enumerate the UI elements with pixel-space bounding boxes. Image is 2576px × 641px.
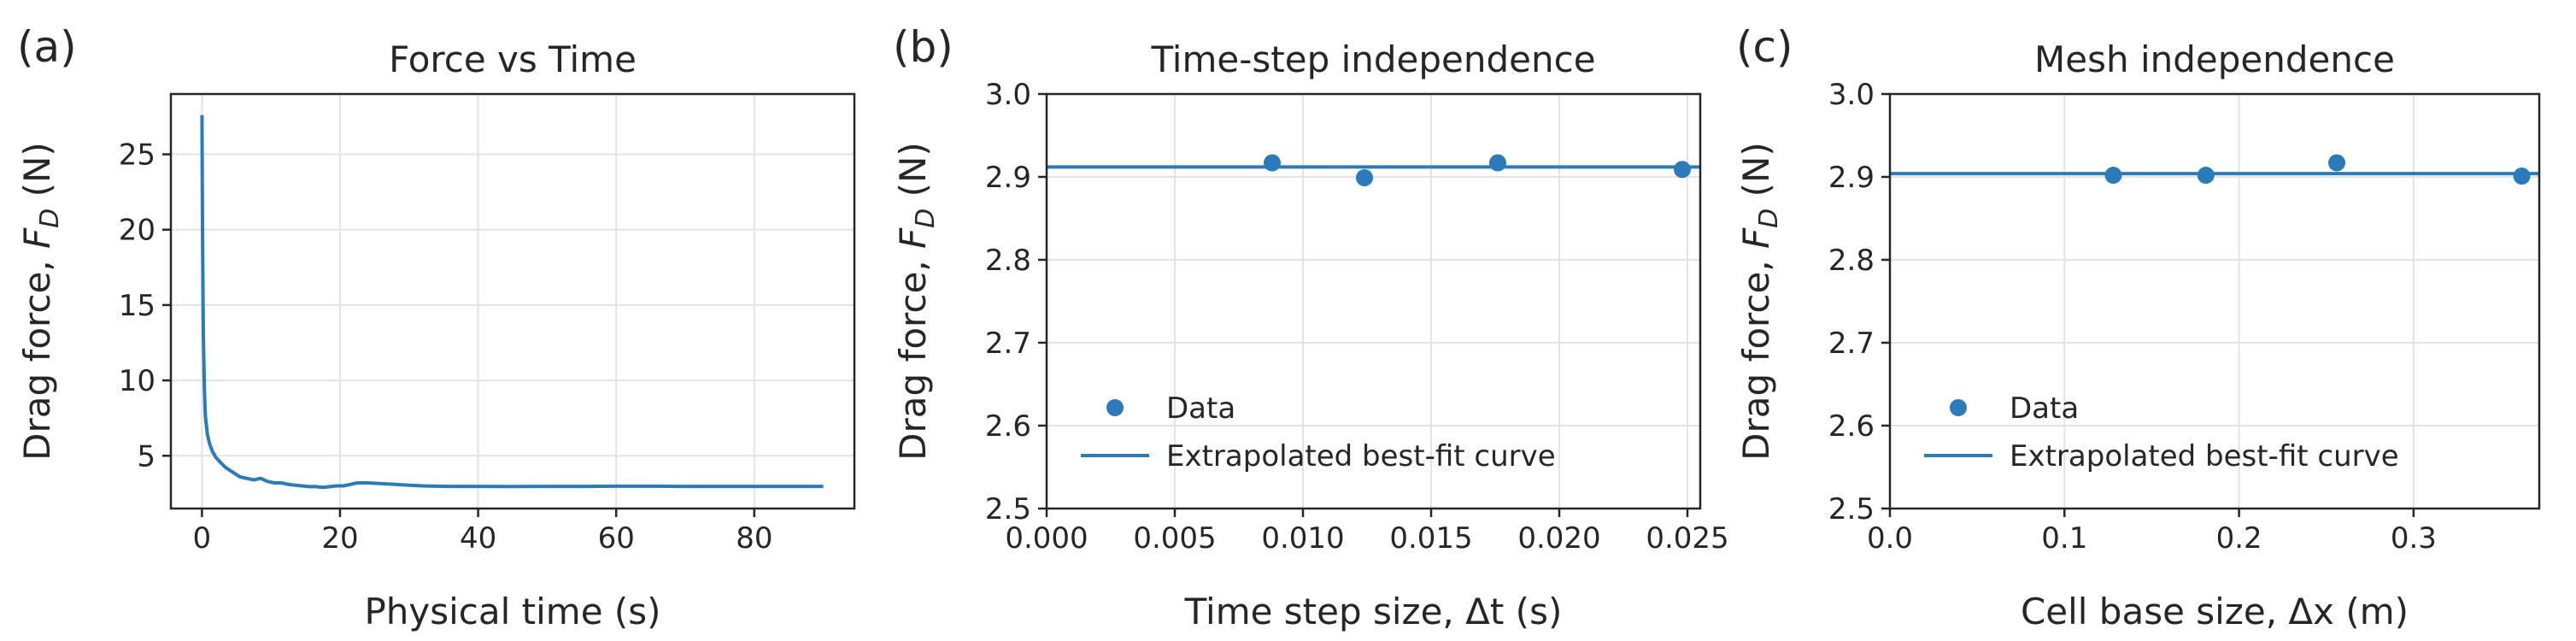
plot-frame [1888,92,2541,510]
data-point [1489,154,1506,172]
y-axis-label-symbol: F [1735,227,1777,249]
y-tick-label: 2.9 [1828,161,1875,195]
data-point [2513,168,2531,185]
y-tick-label: 3.0 [1828,78,1875,112]
x-tick-label: 0.025 [1646,521,1728,556]
panel-3: 0.0 0.1 0.2 0.3 2.5 2.6 2.7 2.8 2.9 3.0 Mesh indep… [1735,22,2541,632]
y-tick-label: 2.7 [985,326,1031,361]
x-tick-label: 0.010 [1261,521,1344,556]
legend: Data Extrapolated best-fit curve [1081,391,1556,473]
y-tick-label: 25 [119,138,155,173]
legend-marker [1106,399,1124,416]
x-tick-label: 0.3 [2391,521,2437,556]
plot-frame [1045,92,1702,510]
panel-label: (b) [893,22,954,72]
legend-label: Data [2010,391,2079,426]
x-tick-label: 20 [321,521,358,556]
y-axis-label: Drag force, FD (N) [1735,142,1784,461]
y-axis-label-prefix: Drag force, [892,249,934,461]
data-point [1356,168,1373,186]
chart-title: Mesh independence [2034,38,2395,80]
y-tick-label: 2.8 [985,244,1031,278]
y-tick-label: 2.6 [985,409,1031,444]
y-axis-label: Drag force, FD (N) [892,142,941,461]
data-point [1264,154,1281,172]
chart-title: Time-step independence [1150,38,1595,80]
x-tick-label: 0.2 [2216,521,2262,556]
x-tick-label: 0 [193,521,212,556]
y-axis-label-suffix: (N) [16,142,58,209]
series-line [200,115,824,490]
y-axis-label-subscript: D [911,209,941,228]
data-point [2328,154,2346,172]
y-tick-label: 20 [119,214,155,248]
x-tick-label: 0.000 [1005,521,1088,556]
y-axis-label-suffix: (N) [892,142,934,209]
panel-2: 0.000 0.005 0.010 0.015 0.020 0.025 2.5 2.6 2.7 2… [892,22,1729,632]
x-tick-label: 60 [598,521,635,556]
panel-label: (a) [17,22,77,72]
x-tick-label: 40 [460,521,496,556]
y-axis-label-prefix: Drag force, [1735,249,1777,461]
y-axis-label-subscript: D [35,209,65,228]
legend-label: Extrapolated best-fit curve [2010,439,2399,473]
panel-1: 0 20 40 60 80 5 10 15 20 25 Force vs Time (a) Physic… [16,22,856,632]
legend: Data Extrapolated best-fit curve [1924,391,2399,473]
y-tick-label: 2.6 [1828,409,1875,444]
y-axis-label-symbol: F [892,227,934,249]
x-tick-label: 80 [736,521,772,556]
x-axis-label: Time step size, Δt (s) [1184,591,1563,632]
y-axis-label-prefix: Drag force, [16,249,58,461]
x-tick-label: 0.005 [1133,521,1216,556]
data-point [1674,161,1691,179]
panel-label: (c) [1736,22,1793,72]
legend-label: Extrapolated best-fit curve [1166,439,1556,473]
y-tick-label: 2.5 [985,492,1031,526]
y-tick-label: 15 [119,289,155,323]
y-tick-label: 2.9 [985,161,1031,195]
y-axis-label-subscript: D [1754,209,1784,228]
y-tick-label: 3.0 [985,78,1031,112]
chart-title: Force vs Time [389,38,637,80]
plot-frame [169,92,856,510]
x-axis-label: Cell base size, Δx (m) [2021,591,2409,632]
x-tick-label: 0.0 [1867,521,1913,556]
y-tick-label: 2.7 [1828,326,1875,361]
y-axis-label: Drag force, FD (N) [16,142,65,461]
legend-marker [1950,399,1967,416]
y-axis-label-symbol: F [16,227,58,249]
y-tick-label: 2.8 [1828,244,1875,278]
x-tick-label: 0.1 [2041,521,2087,556]
y-tick-label: 10 [119,364,155,398]
y-tick-label: 5 [137,439,155,473]
y-axis-label-suffix: (N) [1735,142,1777,209]
legend-label: Data [1166,391,1235,426]
x-tick-label: 0.015 [1389,521,1472,556]
x-axis-label: Physical time (s) [364,591,660,632]
x-tick-label: 0.020 [1517,521,1600,556]
y-tick-label: 2.5 [1828,492,1875,526]
